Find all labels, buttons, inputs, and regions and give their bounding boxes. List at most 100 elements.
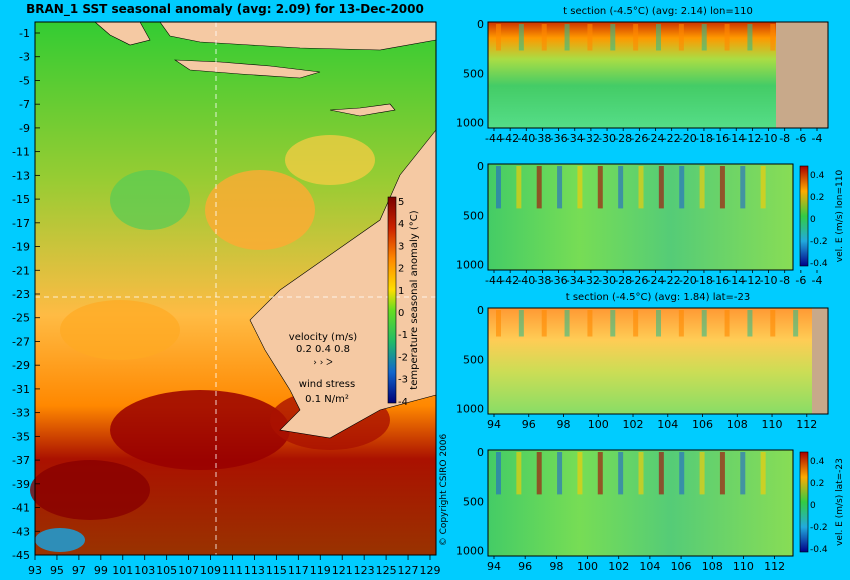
section-feature: [577, 166, 583, 209]
section-x-tick-label: -8: [779, 274, 790, 287]
map-lon-tick-label: 123: [354, 564, 375, 577]
section-feature: [760, 166, 766, 209]
section-x-tick-label: 102: [623, 418, 644, 431]
section-feature: [597, 452, 603, 495]
section-land-mask: [812, 308, 828, 414]
section-feature: [793, 310, 799, 337]
map-lon-tick-label: 115: [266, 564, 287, 577]
copyright: © Copyright CSIRO 2006: [439, 434, 449, 547]
section-depth-tick-label: 0: [477, 304, 484, 317]
sst-colorbar-tick-label: -1: [398, 330, 408, 341]
velocity-colorbar: [799, 451, 809, 553]
map-lat-tick-label: -19: [12, 241, 30, 254]
velocity-colorbar-label: vel. E (m/s) lat=-23: [835, 458, 845, 546]
section-depth-tick-label: 0: [477, 160, 484, 173]
section-depth-tick-label: 1000: [456, 545, 484, 558]
map-warm-eddy: [60, 300, 180, 360]
velocity-colorbar-tick-label: 0.2: [810, 193, 824, 203]
section-x-tick-label: -16: [711, 132, 729, 145]
section-x-tick-label: 110: [762, 418, 783, 431]
section-x-tick-label: -34: [566, 132, 584, 145]
sst-colorbar-tick-label: 4: [398, 219, 404, 230]
section-feature: [541, 24, 547, 51]
velocity-colorbar-tick-label: -0.2: [810, 237, 828, 247]
section-x-tick-label: -16: [711, 274, 729, 287]
section-feature: [760, 452, 766, 495]
section-feature: [770, 24, 776, 51]
section-depth-tick-label: 500: [463, 67, 484, 80]
section-feature: [699, 166, 705, 209]
section-feature: [740, 166, 746, 209]
section-feature: [747, 24, 753, 51]
map-cold-patch: [35, 528, 85, 552]
section-feature: [658, 166, 664, 209]
map-lat-tick-label: -17: [12, 217, 30, 230]
sst-colorbar-tick-label: 2: [398, 264, 404, 275]
section-x-tick-label: -42: [501, 274, 519, 287]
section-x-tick-label: -14: [727, 132, 745, 145]
section-x-tick-label: 106: [692, 418, 713, 431]
section-land-mask: [776, 22, 828, 128]
section-x-tick-label: -8: [779, 132, 790, 145]
map-lon-tick-label: 121: [332, 564, 353, 577]
map-hot-region: [110, 390, 290, 470]
section-panel-2: 05001000-44-42-40-38-36-34-32-30-28-26-2…: [456, 160, 845, 287]
map-lon-tick-label: 105: [156, 564, 177, 577]
section-x-tick-label: -44: [485, 132, 503, 145]
section-feature: [496, 310, 501, 337]
wind-legend-label: wind stress: [299, 379, 355, 390]
map-lat-tick-label: -45: [12, 549, 30, 562]
section-x-tick-label: 104: [657, 418, 678, 431]
section-panel-1: t section (-4.5°C) (avg: 2.14) lon=110 0 5…: [456, 6, 829, 145]
section-depth-tick-label: 500: [463, 209, 484, 222]
section-x-tick-label: -30: [598, 274, 616, 287]
map-lat-tick-label: -27: [12, 335, 30, 348]
map-lat-tick-label: -23: [12, 288, 30, 301]
section-depth-tick-label: 1000: [456, 259, 484, 272]
section-feature: [496, 24, 501, 51]
section-feature: [699, 452, 705, 495]
section-frame: [487, 163, 794, 271]
section-feature: [496, 166, 501, 209]
section-x-tick-label: -18: [695, 132, 713, 145]
section-feature: [557, 452, 563, 495]
section-depth-tick-label: 500: [463, 353, 484, 366]
section-x-tick-label: -10: [760, 274, 778, 287]
section-x-tick-label: -24: [647, 132, 665, 145]
section-x-tick-label: -24: [647, 274, 665, 287]
section-depth-tick-label: 0: [477, 18, 484, 31]
map-lat-tick-label: -13: [12, 169, 30, 182]
map-lon-tick-label: 101: [112, 564, 133, 577]
map-lat-tick-label: -5: [19, 74, 30, 87]
section-x-tick-label: 108: [702, 560, 723, 573]
section-feature: [656, 310, 661, 337]
section-x-tick-label: 94: [487, 418, 501, 431]
map-lat-axis: -1 -3 -5 -7 -9 -11 -13 -15 -17 -19 -21 -23 -25 -27 -29…: [12, 27, 40, 562]
section-x-tick-label: -36: [550, 132, 568, 145]
section-depth-tick-label: 1000: [456, 403, 484, 416]
map-cool-eddy: [110, 170, 190, 230]
map-lat-tick-label: -39: [12, 478, 30, 491]
section-x-tick-label: 98: [557, 418, 571, 431]
map-lon-tick-label: 127: [398, 564, 419, 577]
section-x-tick-label: -18: [695, 274, 713, 287]
velocity-colorbar-tick-label: 0: [810, 501, 816, 511]
sst-colorbar-tick-label: -4: [398, 397, 408, 408]
map-lon-tick-label: 117: [288, 564, 309, 577]
section-feature: [610, 24, 616, 51]
section-feature: [577, 452, 583, 495]
section-x-tick-label: 110: [733, 560, 754, 573]
velocity-colorbar-label: vel. E (m/s) lon=110: [835, 170, 845, 263]
section-feature: [633, 24, 639, 51]
section-x-tick-label: -38: [533, 274, 551, 287]
section-feature: [724, 24, 730, 51]
section-x-tick-label: 112: [764, 560, 785, 573]
sst-colorbar-ticks: 5 4 3 2 1 0 -1 -2 -3 -4: [398, 197, 408, 408]
map-title: BRAN_1 SST seasonal anomaly (avg: 2.09) …: [26, 2, 424, 17]
section-feature: [719, 166, 725, 209]
section-feature: [658, 452, 664, 495]
section-feature: [518, 24, 524, 51]
map-lat-tick-label: -1: [19, 27, 30, 40]
section-x-tick-label: -30: [598, 132, 616, 145]
